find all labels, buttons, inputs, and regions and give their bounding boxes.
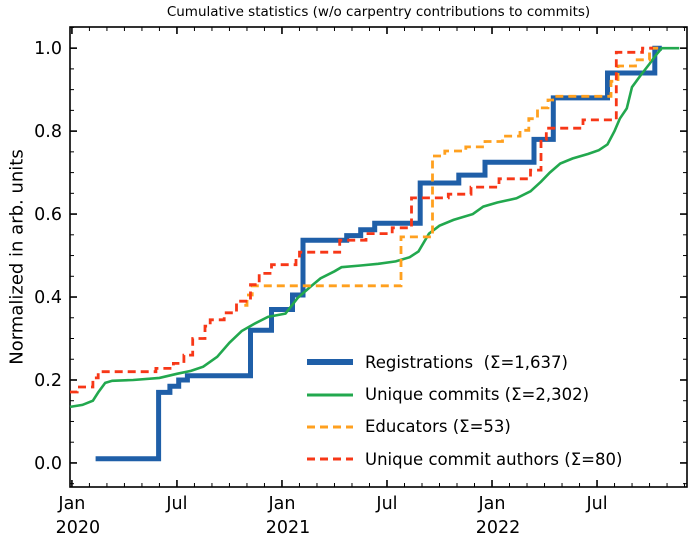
legend: Registrations (Σ=1,637) Unique commits (Σ… <box>306 346 622 476</box>
legend-swatch-unique_commits-line <box>307 393 353 397</box>
legend-item-unique_commits: Unique commits (Σ=2,302) <box>306 378 622 410</box>
x-tick-year-label: 2020 <box>56 518 101 538</box>
series-educators-line <box>244 46 659 307</box>
series-unique_commit_authors-line <box>70 46 653 394</box>
series-registrations-line <box>95 45 662 462</box>
x-tick-year-label: 2021 <box>266 518 311 538</box>
x-tick-label: Jul <box>165 494 187 514</box>
y-tick-label: 0.2 <box>34 371 62 391</box>
x-tick-label: Jul <box>375 494 397 514</box>
x-tick-label: Jan <box>57 494 85 514</box>
legend-item-educators: Educators (Σ=53) <box>306 411 622 443</box>
series-unique_commits-line <box>69 46 680 409</box>
x-tick-label: Jul <box>585 494 607 514</box>
legend-item-registrations: Registrations (Σ=1,637) <box>306 346 622 378</box>
y-tick-label: 0.0 <box>34 454 62 474</box>
y-tick-label: 0.4 <box>34 288 62 308</box>
y-tick-label: 1.0 <box>34 39 62 59</box>
legend-item-unique_commit_authors: Unique commit authors (Σ=80) <box>306 443 622 475</box>
legend-label-unique_commits: Unique commits (Σ=2,302) <box>365 385 590 405</box>
x-tick-year-label: 2022 <box>476 518 521 538</box>
legend-label-registrations: Registrations (Σ=1,637) <box>365 352 568 372</box>
legend-label-educators: Educators (Σ=53) <box>365 417 511 437</box>
legend-label-unique_commit_authors: Unique commit authors (Σ=80) <box>365 449 623 469</box>
chart-title: Cumulative statistics (w/o carpentry con… <box>166 4 591 20</box>
x-tick-label: Jan <box>478 494 506 514</box>
legend-swatch-educators-line <box>307 425 353 429</box>
x-tick-label: Jan <box>267 494 295 514</box>
y-tick-label: 0.6 <box>34 205 62 225</box>
y-tick-label: 0.8 <box>34 122 62 142</box>
legend-swatch-unique_commit_authors-line <box>307 457 353 461</box>
plot-frame <box>69 26 688 488</box>
legend-swatch-registrations-line <box>307 359 353 366</box>
